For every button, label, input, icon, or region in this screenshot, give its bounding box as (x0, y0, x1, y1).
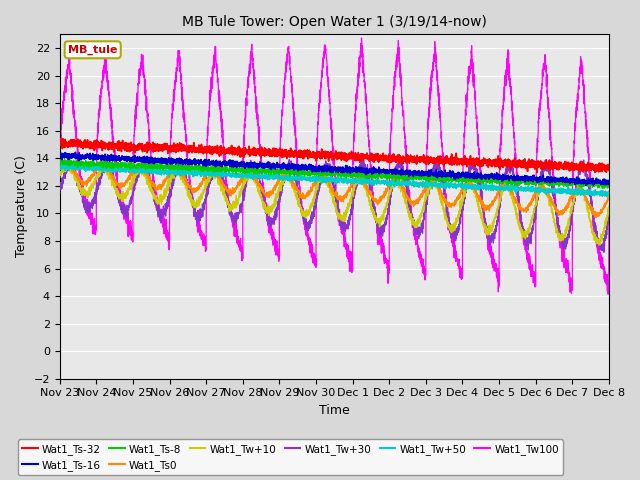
X-axis label: Time: Time (319, 404, 349, 417)
Title: MB Tule Tower: Open Water 1 (3/19/14-now): MB Tule Tower: Open Water 1 (3/19/14-now… (182, 15, 487, 29)
Y-axis label: Temperature (C): Temperature (C) (15, 156, 28, 257)
Text: MB_tule: MB_tule (68, 45, 117, 55)
Legend: Wat1_Ts-32, Wat1_Ts-16, Wat1_Ts-8, Wat1_Ts0, Wat1_Tw+10, Wat1_Tw+30, Wat1_Tw+50,: Wat1_Ts-32, Wat1_Ts-16, Wat1_Ts-8, Wat1_… (18, 439, 563, 475)
